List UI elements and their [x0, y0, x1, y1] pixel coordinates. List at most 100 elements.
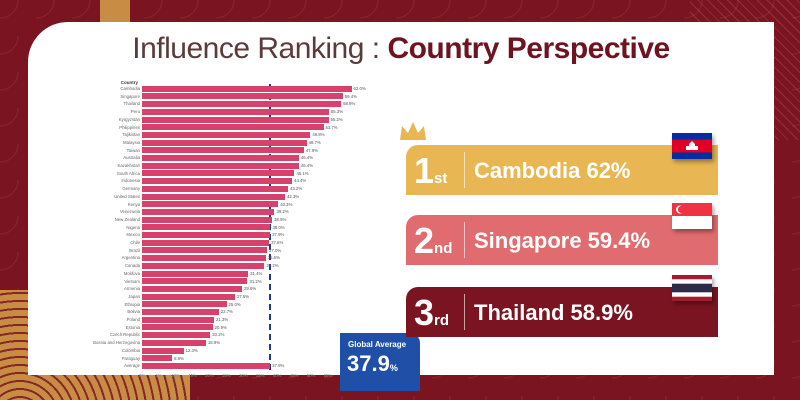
rank-country: Cambodia 62% — [474, 158, 631, 183]
bar — [142, 108, 329, 115]
row-value: 47.9% — [305, 147, 319, 153]
row-value: 48.7% — [308, 139, 321, 145]
row-label: Germany — [122, 186, 140, 192]
bar — [142, 124, 324, 131]
x-tick: 0% — [138, 373, 146, 378]
row-label: Cambodia — [120, 86, 140, 91]
rank-country: Singapore 59.4% — [474, 228, 651, 253]
rank-1-banner: 1st Cambodia 62% — [406, 133, 718, 195]
gold-accent-top — [100, 0, 130, 22]
bar — [142, 301, 227, 308]
chart-row: United States 42.3% — [100, 193, 400, 201]
row-label: Mexico — [126, 232, 140, 238]
chart-row: Philippines 53.7% — [100, 124, 400, 132]
row-label: Nigeria — [126, 224, 140, 230]
title-bold: Country Perspective — [387, 32, 670, 65]
bar — [142, 255, 266, 262]
badge-label: Global Average — [348, 340, 407, 349]
chart-row: Cambodia 62.0% — [100, 85, 400, 93]
chart-row: New Zealand 38.5% — [100, 216, 400, 224]
x-tick: 40% — [272, 373, 282, 378]
rank-country: Thailand 58.9% — [474, 300, 633, 325]
chart-row: Brazil 37.0% — [100, 247, 400, 255]
bar — [142, 285, 243, 292]
thailand-flag-icon — [672, 275, 712, 301]
x-tick: 30% — [239, 373, 248, 378]
bar — [142, 93, 343, 100]
row-label: Kyrgyzstan — [118, 116, 140, 122]
row-value: 8.9% — [174, 355, 184, 361]
bar — [142, 232, 271, 239]
row-label: Armenia — [123, 286, 140, 292]
bar — [142, 339, 206, 346]
bar — [142, 178, 293, 185]
chart-row: Canada 36.2% — [100, 262, 400, 270]
bar — [142, 278, 248, 285]
row-value: 38.0% — [272, 224, 285, 230]
row-value: 44.4% — [294, 178, 307, 184]
row-label: Average — [124, 363, 140, 369]
bar — [142, 355, 173, 362]
row-value: 58.9% — [343, 101, 356, 107]
row-value: 18.9% — [207, 340, 221, 346]
chart-row: Venezuela 39.2% — [100, 208, 400, 216]
row-value: 25.0% — [228, 301, 241, 307]
chart-row: Taiwan 47.9% — [100, 147, 400, 155]
row-value: 22.7% — [220, 309, 233, 315]
chart-row: Bosnia and Herzegovina 18.9% — [93, 339, 400, 347]
chart-row: Singapore 59.4% — [100, 93, 400, 101]
row-label: Estonia — [125, 324, 140, 330]
bar — [142, 193, 285, 200]
chart-row: Poland 21.3% — [100, 316, 400, 324]
row-label: Malaysia — [123, 139, 140, 145]
chart-row: Estonia 20.9% — [100, 324, 400, 332]
bar — [142, 332, 211, 339]
row-label: Kazakhstan — [117, 163, 140, 168]
chart-row: Nigeria 38.0% — [100, 224, 400, 232]
row-value: 20.9% — [214, 324, 227, 330]
row-label: Argentina — [121, 255, 140, 261]
row-label: Philippines — [119, 124, 140, 130]
chart-row: Mexico 37.9% — [100, 231, 400, 239]
bar — [142, 185, 289, 192]
chart-row: Argentina 36.6% — [100, 254, 400, 262]
row-label: Ethiopia — [124, 301, 140, 307]
rank-number: 1st — [414, 150, 448, 191]
chart-row: Moldova 31.4% — [100, 270, 400, 278]
chart-row: Kyrgyzstan 55.2% — [100, 116, 400, 124]
chart-row: Indonesia 44.4% — [100, 177, 400, 185]
row-value: 31.4% — [250, 270, 263, 276]
row-value: 20.2% — [212, 332, 225, 338]
title-light: Influence Ranking : — [132, 32, 388, 65]
row-value: 46.4% — [300, 155, 314, 161]
chart-row: Thailand 58.9% — [100, 100, 400, 108]
row-label: Venezuela — [119, 209, 140, 215]
row-label: Canada — [124, 263, 140, 269]
x-tick: 25% — [222, 373, 231, 378]
bar — [142, 262, 265, 269]
x-tick: 15% — [188, 373, 197, 378]
bar — [142, 224, 271, 231]
row-value: 39.2% — [276, 209, 289, 215]
bar — [142, 155, 299, 162]
bar — [142, 201, 279, 208]
content-card: Influence Ranking : Country Perspective … — [28, 22, 774, 391]
bar — [142, 216, 273, 223]
chart-row: Kenya 40.3% — [100, 201, 400, 209]
row-value: 37.9% — [272, 363, 285, 369]
bar — [142, 139, 307, 146]
row-label: South Africa — [116, 170, 140, 176]
bar — [142, 347, 184, 354]
row-label: Kenya — [127, 201, 140, 207]
chart-row: Kazakhstan 46.4% — [100, 162, 400, 170]
chart-row: Tajikistan 49.8% — [100, 131, 400, 139]
row-label: Australia — [123, 155, 140, 161]
x-tick: 10% — [171, 373, 181, 378]
bar — [142, 170, 295, 177]
row-value: 55.3% — [330, 109, 344, 115]
row-value: 37.9% — [272, 232, 285, 238]
row-value: 45.1% — [296, 170, 309, 176]
row-value: 40.3% — [280, 201, 293, 207]
x-tick: 45% — [289, 373, 299, 378]
row-label: Vietnam — [124, 278, 140, 284]
